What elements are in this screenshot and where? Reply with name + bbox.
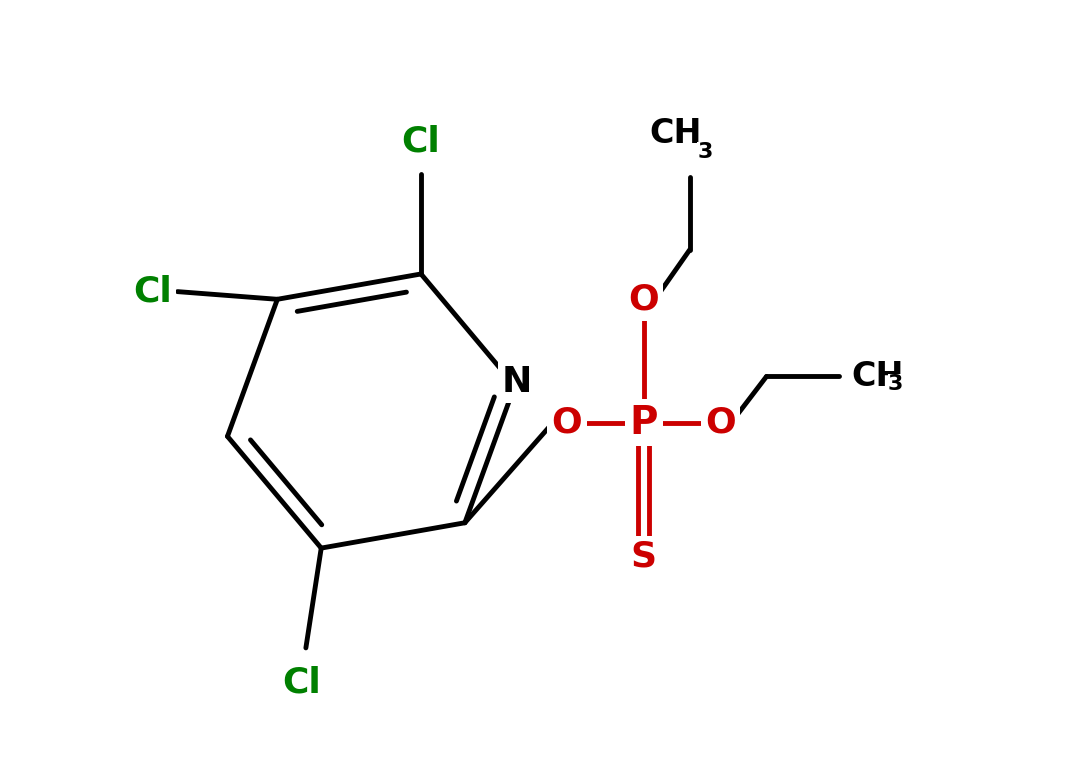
Text: O: O <box>552 406 582 439</box>
Text: S: S <box>631 540 657 574</box>
Text: Cl: Cl <box>133 275 172 309</box>
Text: N: N <box>502 365 532 399</box>
Text: Cl: Cl <box>283 666 322 699</box>
Text: 3: 3 <box>888 374 903 394</box>
Text: P: P <box>630 404 658 442</box>
Text: O: O <box>705 406 735 439</box>
Text: CH: CH <box>851 360 903 393</box>
Text: CH: CH <box>650 117 702 150</box>
Text: 3: 3 <box>698 141 713 161</box>
Text: O: O <box>629 282 659 317</box>
Text: Cl: Cl <box>402 125 441 159</box>
